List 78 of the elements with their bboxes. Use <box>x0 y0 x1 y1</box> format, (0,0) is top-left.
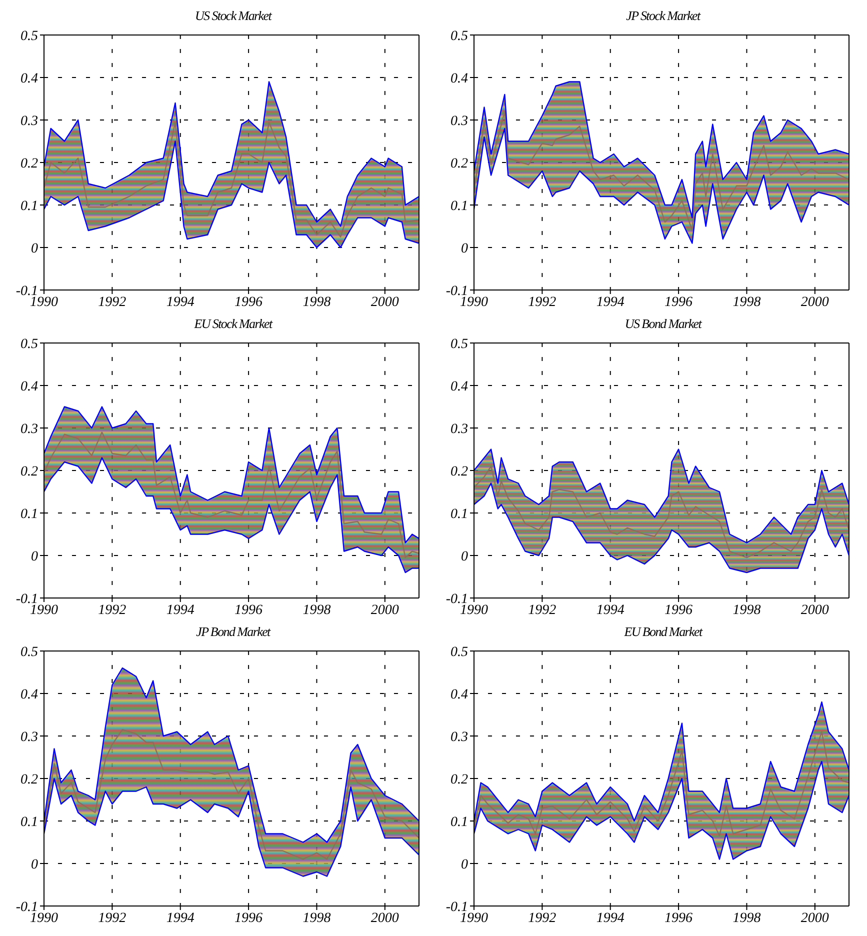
y-tick-label: 0.1 <box>450 198 468 214</box>
x-tick-label: 1990 <box>460 910 488 926</box>
y-tick-label: 0 <box>31 241 38 256</box>
y-tick-label: 0.1 <box>20 814 38 830</box>
x-tick-label: 1998 <box>732 602 761 618</box>
y-tick-label: 0.1 <box>20 198 38 214</box>
x-tick-label: 1994 <box>166 602 194 618</box>
y-tick-label: 0.5 <box>450 336 468 352</box>
x-tick-label: 1992 <box>528 602 556 618</box>
y-tick-label: 0 <box>461 857 468 872</box>
x-tick-label: 1996 <box>234 602 263 618</box>
chart-title: EU Bond Market <box>623 624 704 641</box>
y-tick-label: 0.3 <box>450 114 468 129</box>
x-tick-label: 2000 <box>800 602 829 618</box>
y-tick-label: 0.4 <box>20 687 38 702</box>
y-tick-label: 0.3 <box>20 114 38 129</box>
y-tick-label: 0.1 <box>450 814 468 830</box>
x-tick-label: 1992 <box>528 910 556 926</box>
y-tick-label: 0.3 <box>450 730 468 745</box>
x-tick-label: 1994 <box>596 294 624 310</box>
y-tick-label: 0 <box>31 857 38 872</box>
x-tick-label: 1996 <box>664 910 693 926</box>
x-tick-label: 2000 <box>370 294 399 310</box>
x-tick-label: 1996 <box>234 910 263 926</box>
chart-title: EU Stock Market <box>193 316 274 333</box>
x-tick-label: 1990 <box>30 602 58 618</box>
y-tick-label: 0.2 <box>20 156 38 172</box>
chart-title: JP Bond Market <box>195 624 272 641</box>
y-tick-label: 0.1 <box>450 506 468 522</box>
chart-title: US Bond Market <box>624 316 703 333</box>
x-tick-label: 1990 <box>460 294 488 310</box>
x-tick-label: 1998 <box>302 294 331 310</box>
x-tick-label: 1998 <box>732 910 761 926</box>
y-tick-label: 0.4 <box>450 379 468 394</box>
y-tick-label: 0.3 <box>450 422 468 437</box>
x-tick-label: 2000 <box>800 294 829 310</box>
x-tick-label: 2000 <box>370 602 399 618</box>
y-tick-label: 0.5 <box>450 28 468 44</box>
y-tick-label: 0.2 <box>450 772 468 788</box>
y-tick-label: 0.4 <box>20 379 38 394</box>
x-tick-label: 1994 <box>596 910 624 926</box>
y-tick-label: 0 <box>31 549 38 564</box>
y-tick-label: 0 <box>461 241 468 256</box>
x-tick-label: 1996 <box>234 294 263 310</box>
chart-title: JP Stock Market <box>625 8 702 25</box>
x-tick-label: 1992 <box>98 602 126 618</box>
x-tick-label: 1990 <box>30 910 58 926</box>
x-tick-label: 1992 <box>98 294 126 310</box>
x-tick-label: 1998 <box>302 602 331 618</box>
x-tick-label: 1992 <box>528 294 556 310</box>
chart-title: US Stock Market <box>194 8 273 25</box>
x-tick-label: 1994 <box>166 910 194 926</box>
x-tick-label: 1996 <box>664 602 693 618</box>
y-tick-label: 0.2 <box>20 772 38 788</box>
x-tick-label: 1998 <box>302 910 331 926</box>
x-tick-label: 1994 <box>166 294 194 310</box>
y-tick-label: 0.5 <box>450 644 468 660</box>
y-tick-label: 0.4 <box>450 687 468 702</box>
x-tick-label: 1990 <box>30 294 58 310</box>
y-tick-label: 0.4 <box>20 71 38 86</box>
x-tick-label: 2000 <box>370 910 399 926</box>
y-tick-label: 0 <box>461 549 468 564</box>
y-tick-label: 0.2 <box>450 464 468 480</box>
y-tick-label: 0.3 <box>20 422 38 437</box>
x-tick-label: 1998 <box>732 294 761 310</box>
x-tick-label: 1990 <box>460 602 488 618</box>
y-tick-label: 0.1 <box>20 506 38 522</box>
y-tick-label: 0.5 <box>20 28 38 44</box>
x-tick-label: 2000 <box>800 910 829 926</box>
x-tick-label: 1994 <box>596 602 624 618</box>
y-tick-label: 0.4 <box>450 71 468 86</box>
y-tick-label: 0.5 <box>20 336 38 352</box>
y-tick-label: 0.5 <box>20 644 38 660</box>
x-tick-label: 1996 <box>664 294 693 310</box>
x-tick-label: 1992 <box>98 910 126 926</box>
y-tick-label: 0.2 <box>20 464 38 480</box>
y-tick-label: 0.3 <box>20 730 38 745</box>
y-tick-label: 0.2 <box>450 156 468 172</box>
